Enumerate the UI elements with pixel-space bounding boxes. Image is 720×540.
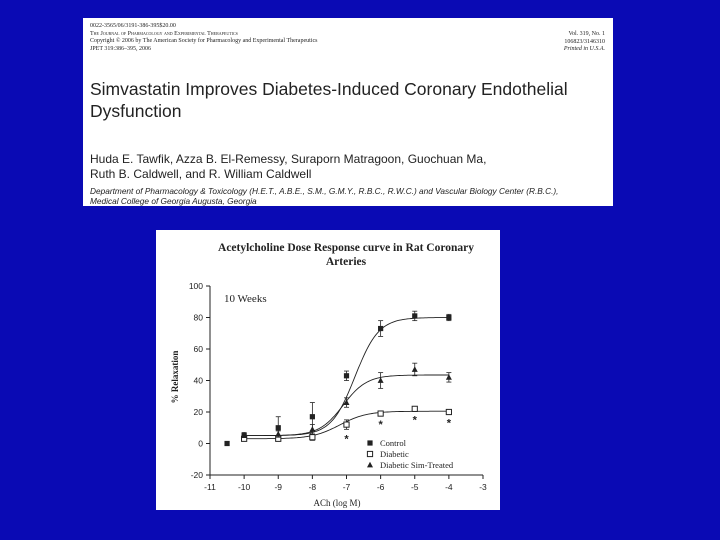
paper-header: 0022-3565/06/3191-386-395$20.00 The Jour… — [83, 18, 613, 206]
x-tick-label: -6 — [377, 482, 385, 492]
x-tick-label: -4 — [445, 482, 453, 492]
diabetic-point — [445, 408, 452, 416]
x-tick-label: -10 — [238, 482, 251, 492]
significance-asterisk: * — [413, 414, 418, 426]
legend-label: Diabetic — [380, 449, 409, 459]
diabetic-sim-treated-point — [445, 374, 452, 380]
control-point — [378, 325, 384, 332]
diabetic-point — [411, 405, 418, 412]
x-axis-label: ACh (log M) — [314, 498, 361, 508]
control-point — [309, 414, 315, 420]
authors-line: Huda E. Tawfik, Azza B. El-Remessy, Sura… — [90, 152, 487, 166]
y-tick-label: 80 — [194, 313, 204, 323]
paper-title-line: Dysfunction — [90, 101, 182, 121]
control-point — [343, 373, 350, 379]
x-tick-label: -8 — [309, 482, 317, 492]
chart-panel: Acetylcholine Dose Response curve in Rat… — [156, 230, 500, 510]
control-point — [412, 313, 418, 319]
journal-header: 0022-3565/06/3191-386-395$20.00 The Jour… — [90, 23, 317, 53]
journal-volume-info: Vol. 319, No. 1 106823/3146310 Printed i… — [564, 31, 605, 54]
diabetic-sim-treated-point — [309, 426, 316, 432]
diabetic-point — [309, 434, 316, 441]
control-point — [446, 314, 452, 321]
paper-affiliation: Department of Pharmacology & Toxicology … — [90, 186, 610, 206]
legend-label: Diabetic Sim-Treated — [380, 460, 454, 470]
journal-copyright: Copyright © 2006 by The American Society… — [90, 38, 318, 44]
y-tick-label: 40 — [194, 376, 204, 386]
y-tick-label: 20 — [194, 407, 204, 417]
chart-title: Acetylcholine Dose Response curve in Rat… — [218, 242, 474, 254]
x-tick-label: -9 — [274, 482, 282, 492]
journal-volume: Vol. 319, No. 1 — [568, 31, 605, 37]
affiliation-line: Medical College of Georgia Augusta, Geor… — [90, 196, 257, 206]
dose-response-chart: Acetylcholine Dose Response curve in Rat… — [170, 242, 487, 508]
diabetic-sim-treated-point — [377, 377, 384, 383]
y-tick-label: -20 — [191, 470, 204, 480]
legend-label: Control — [380, 438, 407, 448]
chart-title: Arteries — [326, 256, 367, 268]
diabetic-sim-treated-point — [275, 430, 282, 437]
significance-asterisk: * — [447, 418, 452, 430]
diabetic-sim-treated-point — [411, 366, 418, 372]
paper-title-line: Simvastatin Improves Diabetes-Induced Co… — [90, 79, 568, 99]
chart-annotation: 10 Weeks — [224, 293, 267, 305]
diabetic-sim-treated-point — [241, 432, 248, 439]
diabetic-point — [377, 410, 384, 417]
control-point — [275, 425, 281, 431]
significance-asterisk: * — [378, 419, 383, 431]
affiliation-line: Department of Pharmacology & Toxicology … — [90, 186, 559, 196]
significance-asterisk: * — [344, 433, 349, 445]
diabetic-point — [343, 421, 350, 428]
x-tick-label: -11 — [204, 482, 216, 492]
journal-citation: JPET 319:386–395, 2006 — [90, 45, 152, 52]
authors-line: Ruth B. Caldwell, and R. William Caldwel… — [90, 167, 312, 181]
journal-issn: 0022-3565/06/3191-386-395$20.00 — [90, 23, 176, 29]
legend-marker — [366, 450, 374, 458]
paper-title: Simvastatin Improves Diabetes-Induced Co… — [90, 78, 605, 122]
diabetic-sim-treated-point — [343, 399, 350, 405]
control-point — [224, 440, 230, 447]
y-tick-label: 100 — [189, 281, 203, 291]
y-axis-label: % Relaxation — [170, 351, 180, 404]
x-tick-label: -3 — [479, 482, 487, 492]
journal-name: The Journal of Pharmacology and Experime… — [90, 30, 238, 37]
legend-marker — [367, 461, 373, 468]
x-tick-label: -5 — [411, 482, 419, 492]
paper-authors: Huda E. Tawfik, Azza B. El-Remessy, Sura… — [90, 152, 605, 182]
journal-printed: Printed in U.S.A. — [563, 46, 605, 52]
y-tick-label: 0 — [198, 439, 203, 449]
legend-marker — [367, 440, 373, 446]
x-tick-label: -7 — [343, 482, 351, 492]
journal-article-id: 106823/3146310 — [564, 38, 605, 45]
y-tick-label: 60 — [194, 344, 204, 354]
